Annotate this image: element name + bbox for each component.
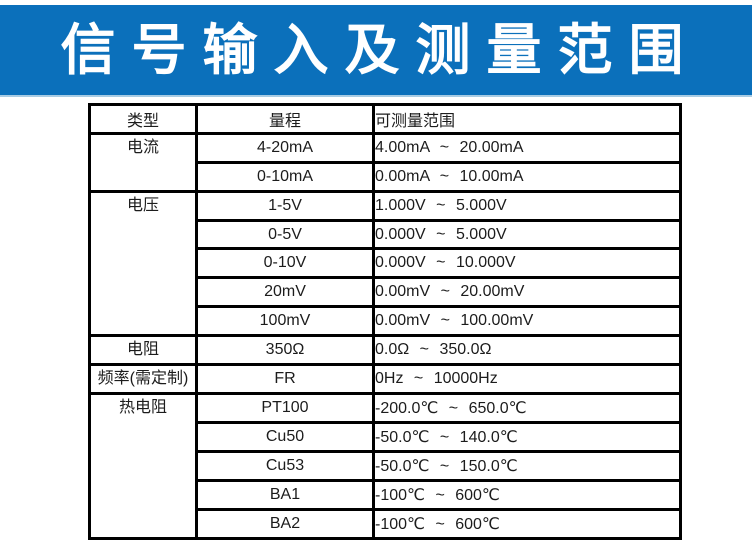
- spec-row: 电阻 350Ω 0.0Ω ~ 350.0Ω: [88, 334, 682, 367]
- range-cell: 20mV: [195, 276, 375, 309]
- measurable-cell: 0.0Ω ~ 350.0Ω: [372, 334, 682, 367]
- spec-row: 频率(需定制) FR 0Hz ~ 10000Hz: [88, 363, 682, 396]
- type-cell: 电压: [88, 189, 198, 338]
- measurable-cell: 1.000V ~ 5.000V: [372, 189, 682, 222]
- measurable-cell: -100℃ ~ 600℃: [372, 507, 682, 540]
- measurable-cell: -50.0℃ ~ 150.0℃: [372, 449, 682, 482]
- range-cell: 0-10mA: [195, 160, 375, 193]
- measurable-cell: -50.0℃ ~ 140.0℃: [372, 421, 682, 453]
- header-range: 量程: [195, 103, 375, 135]
- measurable-cell: 0.00mA ~ 10.00mA: [372, 160, 682, 193]
- spec-row: 0-5V 0.000V ~ 5.000V: [90, 218, 682, 251]
- spec-row: BA2 -100℃ ~ 600℃: [90, 507, 682, 540]
- range-cell: 0-10V: [195, 247, 375, 280]
- measurable-cell: 0.000V ~ 10.000V: [372, 247, 682, 280]
- measurable-cell: 0Hz ~ 10000Hz: [372, 363, 682, 396]
- table-body: 电流 4-20mA 4.00mA ~ 20.00mA 0-10mA 0.00mA ~ 1…: [88, 131, 682, 540]
- range-cell: 100mV: [195, 305, 375, 338]
- range-cell: BA2: [195, 507, 375, 540]
- spec-row: 0-10V 0.000V ~ 10.000V: [90, 247, 682, 280]
- spec-row: BA1 -100℃ ~ 600℃: [90, 478, 682, 511]
- spec-row: 20mV 0.00mV ~ 20.00mV: [90, 276, 682, 309]
- header-measurable-range: 可测量范围: [372, 103, 682, 135]
- header-type: 类型: [88, 103, 198, 135]
- spec-row: 热电阻 PT100 -200.0℃ ~ 650.0℃: [88, 392, 682, 540]
- range-cell: PT100: [195, 392, 375, 425]
- spec-row: 电流 4-20mA 4.00mA ~ 20.00mA: [88, 131, 682, 193]
- range-cell: 0-5V: [195, 218, 375, 251]
- range-cell: Cu53: [195, 449, 375, 482]
- measurable-cell: -200.0℃ ~ 650.0℃: [372, 392, 682, 425]
- range-cell: Cu50: [195, 421, 375, 453]
- measurable-cell: 0.00mV ~ 100.00mV: [372, 305, 682, 338]
- title-banner: 信号输入及测量范围: [0, 5, 752, 97]
- range-cell: 350Ω: [195, 334, 375, 367]
- type-cell: 电流: [88, 131, 198, 193]
- measurable-cell: -100℃ ~ 600℃: [372, 478, 682, 511]
- spec-row: 0-10mA 0.00mA ~ 10.00mA: [90, 160, 682, 193]
- measurable-cell: 4.00mA ~ 20.00mA: [372, 131, 682, 164]
- type-cell: 频率(需定制): [88, 363, 198, 396]
- signal-spec-table: 类型 量程 可测量范围 电流 4-20mA 4.00mA ~ 20.00mA 0-10…: [88, 103, 682, 540]
- spec-row: 100mV 0.00mV ~ 100.00mV: [90, 305, 682, 338]
- range-cell: FR: [195, 363, 375, 396]
- spec-row: Cu50 -50.0℃ ~ 140.0℃: [90, 421, 682, 453]
- range-cell: BA1: [195, 478, 375, 511]
- type-cell: 电阻: [88, 334, 198, 367]
- page-title: 信号输入及测量范围: [60, 18, 700, 81]
- measurable-cell: 0.00mV ~ 20.00mV: [372, 276, 682, 309]
- type-cell: 热电阻: [88, 392, 198, 540]
- header-row: 类型 量程 可测量范围: [88, 103, 682, 135]
- spec-row: Cu53 -50.0℃ ~ 150.0℃: [90, 449, 682, 482]
- range-cell: 1-5V: [195, 189, 375, 222]
- range-cell: 4-20mA: [195, 131, 375, 164]
- spec-row: 电压 1-5V 1.000V ~ 5.000V: [88, 189, 682, 338]
- measurable-cell: 0.000V ~ 5.000V: [372, 218, 682, 251]
